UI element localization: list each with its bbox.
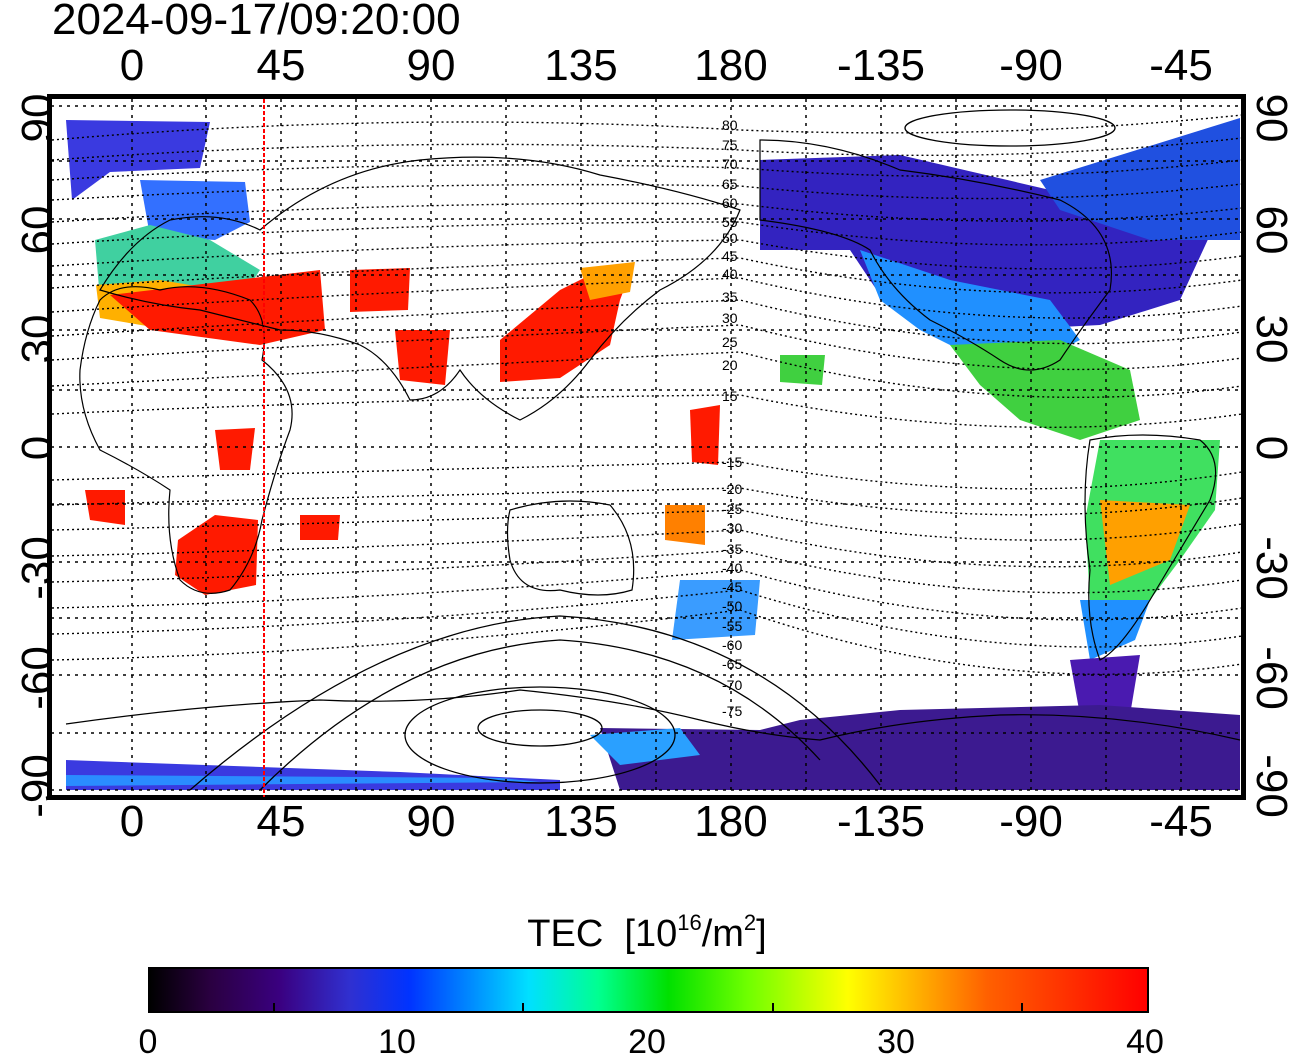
contour-label: 75 [722, 137, 738, 153]
colorbar-unit-mid: /m [701, 913, 744, 955]
magnetic-contours [51, 114, 1243, 675]
frame-border-bands [47, 94, 1246, 800]
contour-label: -60 [722, 637, 743, 653]
contour-label: -40 [722, 560, 743, 576]
tec-patch [140, 180, 250, 240]
colorbar-label: TEC [527, 913, 604, 955]
lon-tick-top: -90 [999, 41, 1063, 90]
tec-patch [600, 705, 1240, 790]
coastlines [65, 139, 1241, 741]
contour-label: -15 [722, 454, 743, 470]
contour-label: 65 [722, 176, 738, 192]
contour-label: 50 [722, 230, 738, 246]
colorbar-tick: 20 [628, 1023, 666, 1061]
tec-patch [665, 505, 705, 545]
contour-label: -50 [722, 598, 743, 614]
contour-label: 45 [722, 248, 738, 264]
tec-patch [1040, 118, 1240, 240]
colorbar-tick: 30 [877, 1023, 915, 1061]
tec-patch [395, 330, 450, 385]
contour-label: 40 [722, 266, 738, 282]
tec-patch [66, 120, 210, 200]
tec-patch [1100, 500, 1190, 585]
tec-patch [780, 355, 825, 385]
contour-label: 30 [722, 310, 738, 326]
contour-label: 70 [722, 156, 738, 172]
contour-label: -35 [722, 541, 743, 557]
lon-tick-bottom: 180 [694, 797, 768, 846]
contour-label: -70 [722, 677, 743, 693]
colorbar-tick-mark [1021, 1003, 1023, 1012]
colorbar-unit-base: [10 [624, 913, 678, 955]
tec-patch [66, 775, 540, 786]
contour-label: 60 [722, 195, 738, 211]
lon-tick-bottom: 90 [406, 797, 456, 846]
contour-label: 20 [722, 357, 738, 373]
south-pole-contours [189, 109, 1116, 791]
lon-tick-top: 180 [694, 41, 768, 90]
tec-patch [215, 428, 255, 470]
lon-tick-top: 0 [119, 41, 145, 90]
contour-label: -75 [722, 703, 743, 719]
graticule [51, 99, 1243, 797]
lon-tick-top: -135 [836, 41, 926, 90]
lon-tick-top: 135 [544, 41, 618, 90]
contour-label: -65 [722, 656, 743, 672]
tec-colorbar [148, 967, 1149, 1013]
colorbar-tick-mark [772, 1003, 774, 1012]
contour-label: -20 [722, 481, 743, 497]
tec-patch [175, 515, 258, 595]
contour-label: -45 [722, 579, 743, 595]
tec-patch [690, 405, 720, 465]
tec-patch [300, 515, 340, 540]
colorbar-unit-close: ] [756, 913, 767, 955]
tec-patch [672, 580, 760, 640]
lon-tick-top: -45 [1149, 41, 1213, 90]
colorbar-tick-mark [522, 1003, 524, 1012]
lon-tick-bottom: 0 [119, 797, 145, 846]
colorbar-unit-exponent2: 2 [743, 910, 757, 935]
map-timestamp-title: 2024-09-17/09:20:00 [52, 0, 461, 44]
tec-data-patches [66, 118, 1240, 790]
lon-tick-bottom: -135 [836, 797, 926, 846]
tec-patch [1070, 655, 1140, 715]
tec-patch [580, 262, 635, 300]
contour-label: -25 [722, 501, 743, 517]
colorbar-tick: 10 [378, 1023, 416, 1061]
tec-patch [860, 250, 1080, 360]
contour-label: 15 [722, 388, 738, 404]
lon-tick-bottom: 135 [544, 797, 618, 846]
lon-tick-bottom: -45 [1149, 797, 1213, 846]
contour-label: 35 [722, 289, 738, 305]
tec-patch [1080, 600, 1150, 660]
contour-label: -55 [722, 618, 743, 634]
contour-label: 25 [722, 334, 738, 350]
colorbar-tick-mark [273, 1003, 275, 1012]
colorbar-tick: 0 [138, 1023, 158, 1061]
contour-label: 80 [722, 117, 738, 133]
tec-patch [590, 728, 700, 765]
contour-label: -30 [722, 520, 743, 536]
colorbar-title: TEC [1016/m2] [0, 900, 1294, 957]
contour-label: 55 [722, 214, 738, 230]
lon-tick-bottom: 45 [256, 797, 306, 846]
lon-tick-top: 90 [406, 41, 456, 90]
lon-tick-top: 45 [256, 41, 306, 90]
tec-patch [350, 268, 410, 312]
tec-patch [85, 490, 125, 525]
lon-tick-bottom: -90 [999, 797, 1063, 846]
colorbar-unit-exponent: 16 [677, 910, 702, 935]
colorbar-tick: 40 [1126, 1023, 1164, 1061]
